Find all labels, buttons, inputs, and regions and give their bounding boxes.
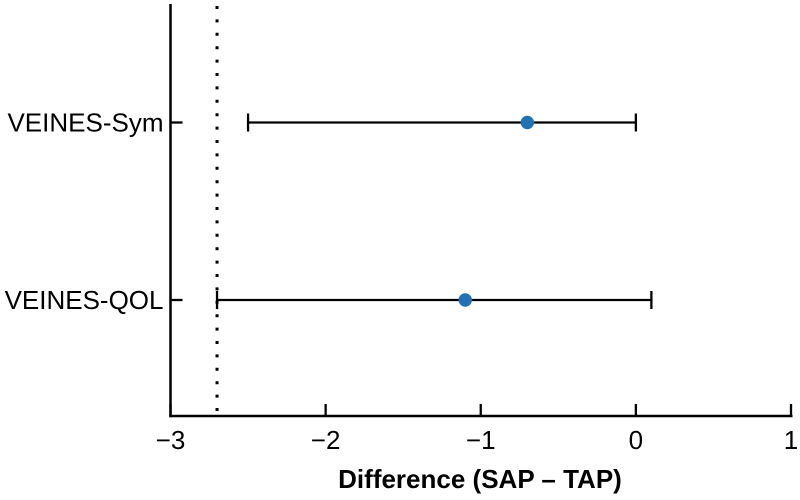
category-label: VEINES-Sym [7, 108, 163, 138]
x-tick-label: −2 [311, 425, 341, 455]
x-tick-label: −1 [466, 425, 496, 455]
axes-group [169, 4, 793, 418]
x-tick-label: −3 [156, 425, 186, 455]
x-tick-label: 1 [784, 425, 798, 455]
x-tick-label: 0 [629, 425, 643, 455]
category-label: VEINES-QOL [5, 285, 164, 315]
axis-labels-group: −3 −2 −1 0 1 VEINES-Sym VEINES-QOL [5, 108, 799, 456]
x-axis-title: Difference (SAP – TAP) [338, 464, 622, 494]
point-estimate-marker [458, 293, 472, 307]
point-estimate-marker [520, 115, 534, 130]
series-group [215, 113, 653, 309]
